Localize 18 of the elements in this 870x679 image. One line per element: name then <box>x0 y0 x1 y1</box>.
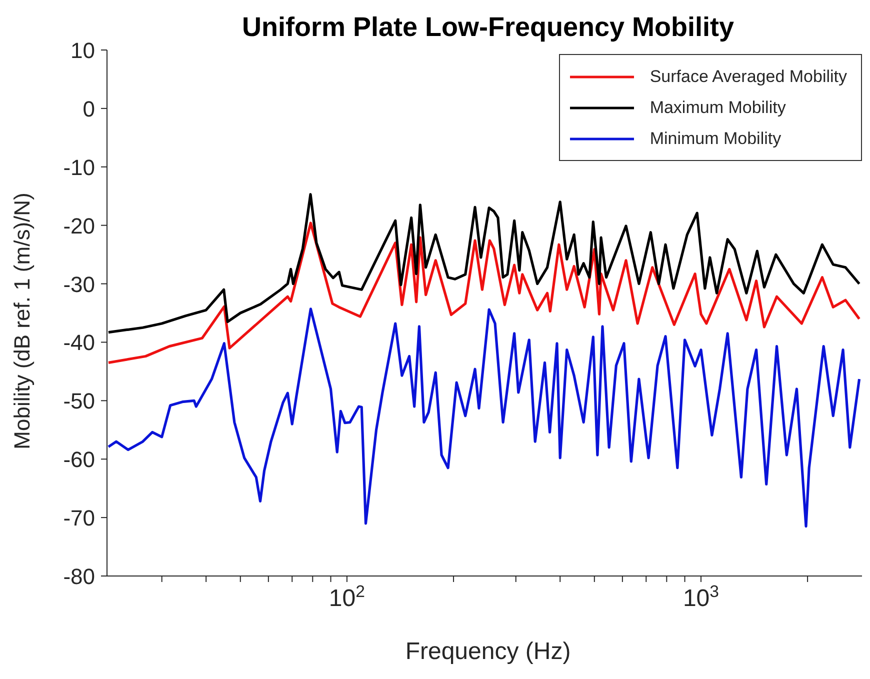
x-tick-label: 10$^{2}$ <box>328 582 365 612</box>
y-tick-label: -50 <box>63 388 95 414</box>
y-tick-label: -80 <box>63 564 95 589</box>
legend-label: Maximum Mobility <box>650 98 786 118</box>
y-axis-title: Mobility (dB ref. 1 (m/s)/N) <box>9 192 35 449</box>
y-tick-label: -20 <box>63 213 95 238</box>
y-tick-label: -60 <box>63 447 95 472</box>
y-tick-label: 0 <box>82 96 95 122</box>
legend-label: Minimum Mobility <box>650 128 782 148</box>
y-tick-label: -10 <box>63 154 95 180</box>
y-tick-label: -40 <box>63 330 95 356</box>
y-tick-label: -30 <box>63 272 95 297</box>
y-tick-label: -70 <box>63 506 95 531</box>
x-tick-label: 10$^{3}$ <box>682 582 719 612</box>
chart-title: Uniform Plate Low-Frequency Mobility <box>240 12 736 43</box>
y-tick-label: 10 <box>70 38 95 63</box>
legend-label: Surface Averaged Mobility <box>650 66 847 86</box>
x-axis-title: Frequency (Hz) <box>404 638 572 666</box>
